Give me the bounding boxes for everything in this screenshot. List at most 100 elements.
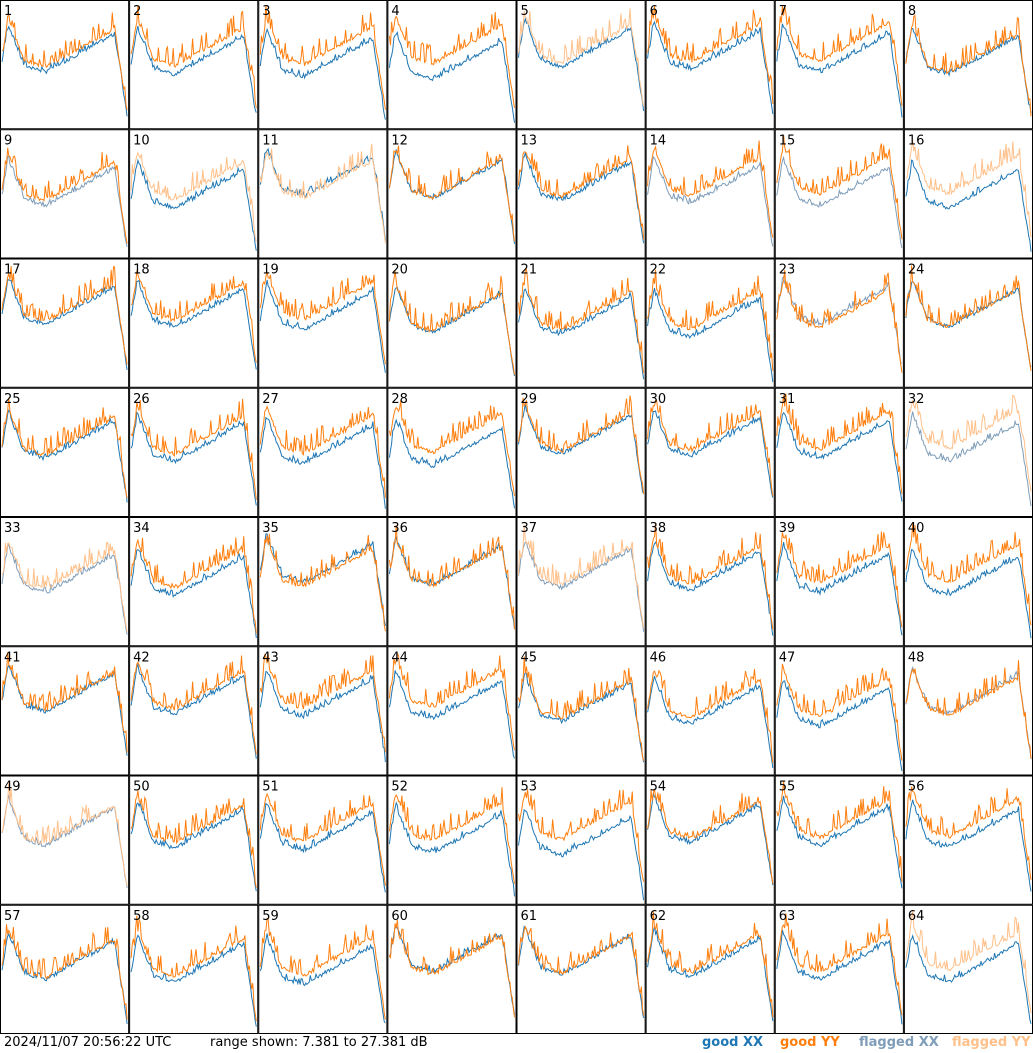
panel-47-frame	[774, 646, 904, 776]
panel-5-yy-trace	[518, 8, 645, 106]
panel-30-yy-trace	[647, 399, 774, 496]
panel-8-xx-trace	[905, 27, 1032, 114]
panel-54: 54	[645, 775, 775, 905]
panel-60-xx-trace	[388, 926, 515, 1015]
panel-63-yy-trace	[776, 913, 903, 1016]
panel-58-label: 58	[133, 909, 150, 924]
panel-54-label: 54	[650, 780, 667, 795]
panel-17-yy-trace	[1, 266, 128, 365]
panel-51-xx-trace	[259, 802, 386, 893]
panel-25: 25	[0, 387, 130, 517]
legend-flagged-yy: flagged YY	[952, 1035, 1031, 1050]
panel-32-xx-trace	[905, 411, 1032, 507]
panel-55-frame	[774, 775, 904, 905]
panel-22-xx-trace	[647, 287, 774, 383]
panel-16-label: 16	[908, 133, 925, 148]
panel-53-xx-trace	[518, 808, 645, 901]
panel-47-yy-trace	[776, 663, 903, 761]
panel-58-xx-trace	[130, 934, 257, 1027]
panel-8: 8	[903, 0, 1033, 130]
panel-53-frame	[516, 775, 646, 905]
panel-56-xx-trace	[905, 799, 1032, 892]
panel-44-frame	[387, 646, 517, 776]
panel-7: 7	[774, 0, 904, 130]
timestamp: 2024/11/07 20:56:22 UTC	[4, 1035, 172, 1050]
panel-35-label: 35	[262, 521, 279, 536]
panel-13: 13	[516, 129, 646, 259]
panel-55: 55	[774, 775, 904, 905]
panel-37-frame	[516, 517, 646, 647]
panel-42: 42	[129, 646, 259, 776]
panel-60-yy-trace	[388, 919, 515, 1018]
legend-good-yy: good YY	[780, 1035, 840, 1050]
panel-43-xx-trace	[259, 670, 386, 763]
panel-29-frame	[516, 387, 646, 517]
panel-19: 19	[258, 258, 388, 388]
panel-38: 38	[645, 517, 775, 647]
panel-1-frame	[0, 0, 130, 130]
panel-13-label: 13	[521, 133, 538, 148]
panel-39: 39	[774, 517, 904, 647]
panel-33: 33	[0, 517, 130, 647]
panel-23-label: 23	[779, 263, 796, 278]
panel-48-label: 48	[908, 650, 925, 665]
panel-55-yy-trace	[776, 781, 903, 882]
panel-20-label: 20	[391, 263, 408, 278]
panel-34-xx-trace	[130, 549, 257, 638]
panel-36-frame	[387, 517, 517, 647]
panel-3-frame	[258, 0, 388, 130]
panel-62-frame	[645, 904, 775, 1034]
panel-12-frame	[387, 129, 517, 259]
panel-58: 58	[129, 904, 259, 1034]
panel-38-label: 38	[650, 521, 667, 536]
panel-26-label: 26	[133, 392, 150, 407]
panel-56-yy-trace	[905, 786, 1032, 880]
panel-10: 10	[129, 129, 259, 259]
panel-9-xx-trace	[1, 155, 128, 248]
panel-15-frame	[774, 129, 904, 259]
panel-56: 56	[903, 775, 1033, 905]
legend-flagged-yy-word2: YY	[1011, 1035, 1031, 1050]
legend-good-yy-word1: good	[780, 1035, 817, 1050]
panel-52-xx-trace	[388, 801, 515, 897]
panel-60: 60	[387, 904, 517, 1034]
panel-18: 18	[129, 258, 259, 388]
legend-flagged-xx-word1: flagged	[859, 1035, 915, 1050]
panel-12: 12	[387, 129, 517, 259]
panel-51-label: 51	[262, 780, 279, 795]
panel-21-yy-trace	[518, 268, 645, 373]
panel-48: 48	[903, 646, 1033, 776]
panel-19-label: 19	[262, 263, 279, 278]
panel-22: 22	[645, 258, 775, 388]
panel-12-label: 12	[391, 133, 408, 148]
panel-57-label: 57	[4, 909, 21, 924]
panel-12-yy-trace	[388, 145, 515, 242]
panel-22-label: 22	[650, 263, 667, 278]
panel-49-yy-trace	[1, 781, 128, 887]
panel-34-label: 34	[133, 521, 150, 536]
panel-25-xx-trace	[1, 409, 128, 503]
panel-18-xx-trace	[130, 279, 257, 370]
panel-37-label: 37	[521, 521, 538, 536]
panel-59-label: 59	[262, 909, 279, 924]
panel-27-yy-trace	[259, 405, 386, 498]
panel-42-frame	[129, 646, 259, 776]
panel-2: 2	[129, 0, 259, 130]
panel-19-xx-trace	[259, 279, 386, 373]
panel-63-xx-trace	[776, 929, 903, 1025]
panel-8-frame	[903, 0, 1033, 130]
panel-50: 50	[129, 775, 259, 905]
panel-13-yy-trace	[518, 145, 645, 240]
panel-29-label: 29	[521, 392, 538, 407]
panel-9-frame	[0, 129, 130, 259]
panel-57-yy-trace	[1, 924, 128, 1020]
panel-41-xx-trace	[1, 664, 128, 756]
panel-59: 59	[258, 904, 388, 1034]
panel-4: 4	[387, 0, 517, 130]
panel-52-yy-trace	[388, 787, 515, 884]
panel-39-label: 39	[779, 521, 796, 536]
panel-23-xx-trace	[776, 275, 903, 364]
panel-27-xx-trace	[259, 416, 386, 509]
panel-31-yy-trace	[776, 393, 903, 494]
panel-34: 34	[129, 517, 259, 647]
